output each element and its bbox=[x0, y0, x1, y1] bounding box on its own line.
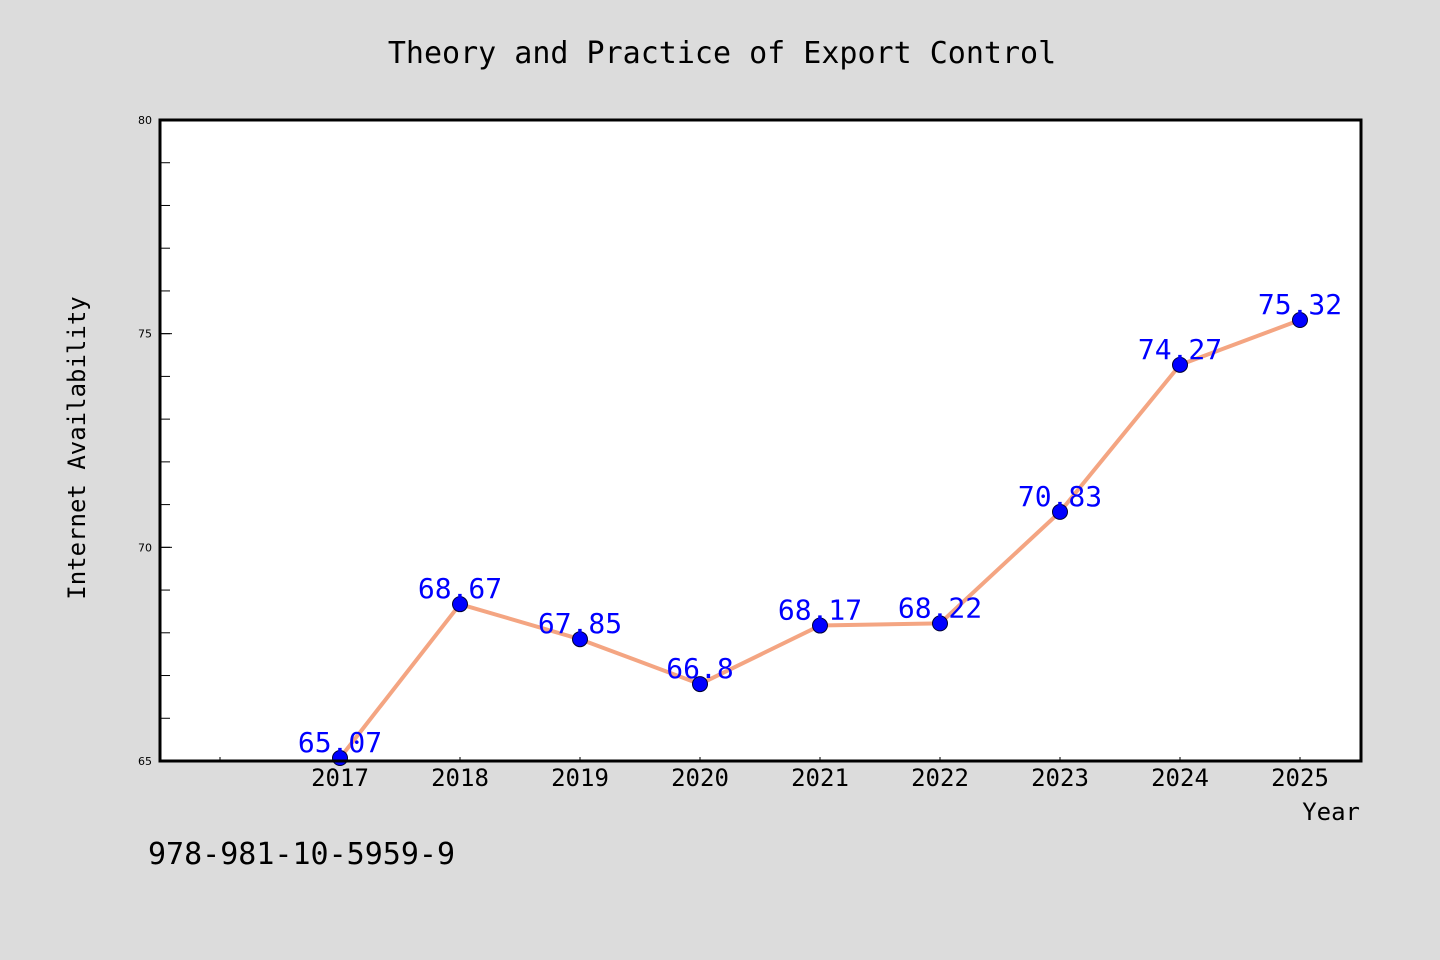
data-point-marker bbox=[1172, 356, 1188, 373]
data-point-marker bbox=[1292, 311, 1308, 328]
data-point-marker bbox=[572, 631, 588, 648]
data-value-label: 70.83 bbox=[1018, 480, 1102, 513]
data-value-label: 66.8 bbox=[666, 652, 733, 685]
data-point-marker bbox=[692, 676, 708, 693]
x-tick-label: 2020 bbox=[671, 764, 729, 792]
data-value-label: 67.85 bbox=[538, 607, 622, 640]
y-tick-label: 80 bbox=[138, 114, 152, 127]
data-point-marker bbox=[812, 617, 828, 634]
data-value-label: 75.32 bbox=[1258, 288, 1342, 321]
data-value-label: 74.27 bbox=[1138, 333, 1222, 366]
plot-area bbox=[160, 120, 1361, 761]
isbn-text: 978-981-10-5959-9 bbox=[148, 837, 455, 872]
x-tick-label: 2018 bbox=[431, 764, 489, 792]
x-tick-label: 2025 bbox=[1271, 764, 1329, 792]
data-value-label: 68.17 bbox=[778, 594, 862, 627]
data-markers bbox=[332, 311, 1308, 767]
x-tick-label: 2019 bbox=[551, 764, 609, 792]
y-tick-label: 75 bbox=[138, 328, 152, 341]
y-tick-label: 70 bbox=[138, 541, 152, 554]
x-axis-label: Year bbox=[1302, 798, 1360, 826]
chart-title: Theory and Practice of Export Control bbox=[388, 36, 1056, 71]
plot-frame bbox=[158, 118, 1363, 763]
data-value-label: 65.07 bbox=[298, 726, 382, 759]
data-value-label: 68.67 bbox=[418, 572, 502, 605]
data-point-marker bbox=[1052, 503, 1068, 520]
data-point-marker bbox=[452, 596, 468, 613]
data-labels: 65.07 68.67 67.85 66.8 68.17 68.22 70.83 74.27 7… bbox=[298, 288, 1342, 759]
y-axis-label: Internet Availability bbox=[63, 296, 91, 599]
x-tick-label: 2021 bbox=[791, 764, 849, 792]
x-tick-label: 2023 bbox=[1031, 764, 1089, 792]
x-tick-labels: 2017 2018 2019 2020 2021 2022 2023 2024 2025 bbox=[311, 764, 1329, 792]
data-point-marker bbox=[932, 615, 948, 632]
x-tick-label: 2022 bbox=[911, 764, 969, 792]
y-tick-label: 65 bbox=[138, 755, 152, 768]
x-tick-label: 2024 bbox=[1151, 764, 1209, 792]
x-tick-label: 2017 bbox=[311, 764, 369, 792]
data-value-label: 68.22 bbox=[898, 591, 982, 624]
